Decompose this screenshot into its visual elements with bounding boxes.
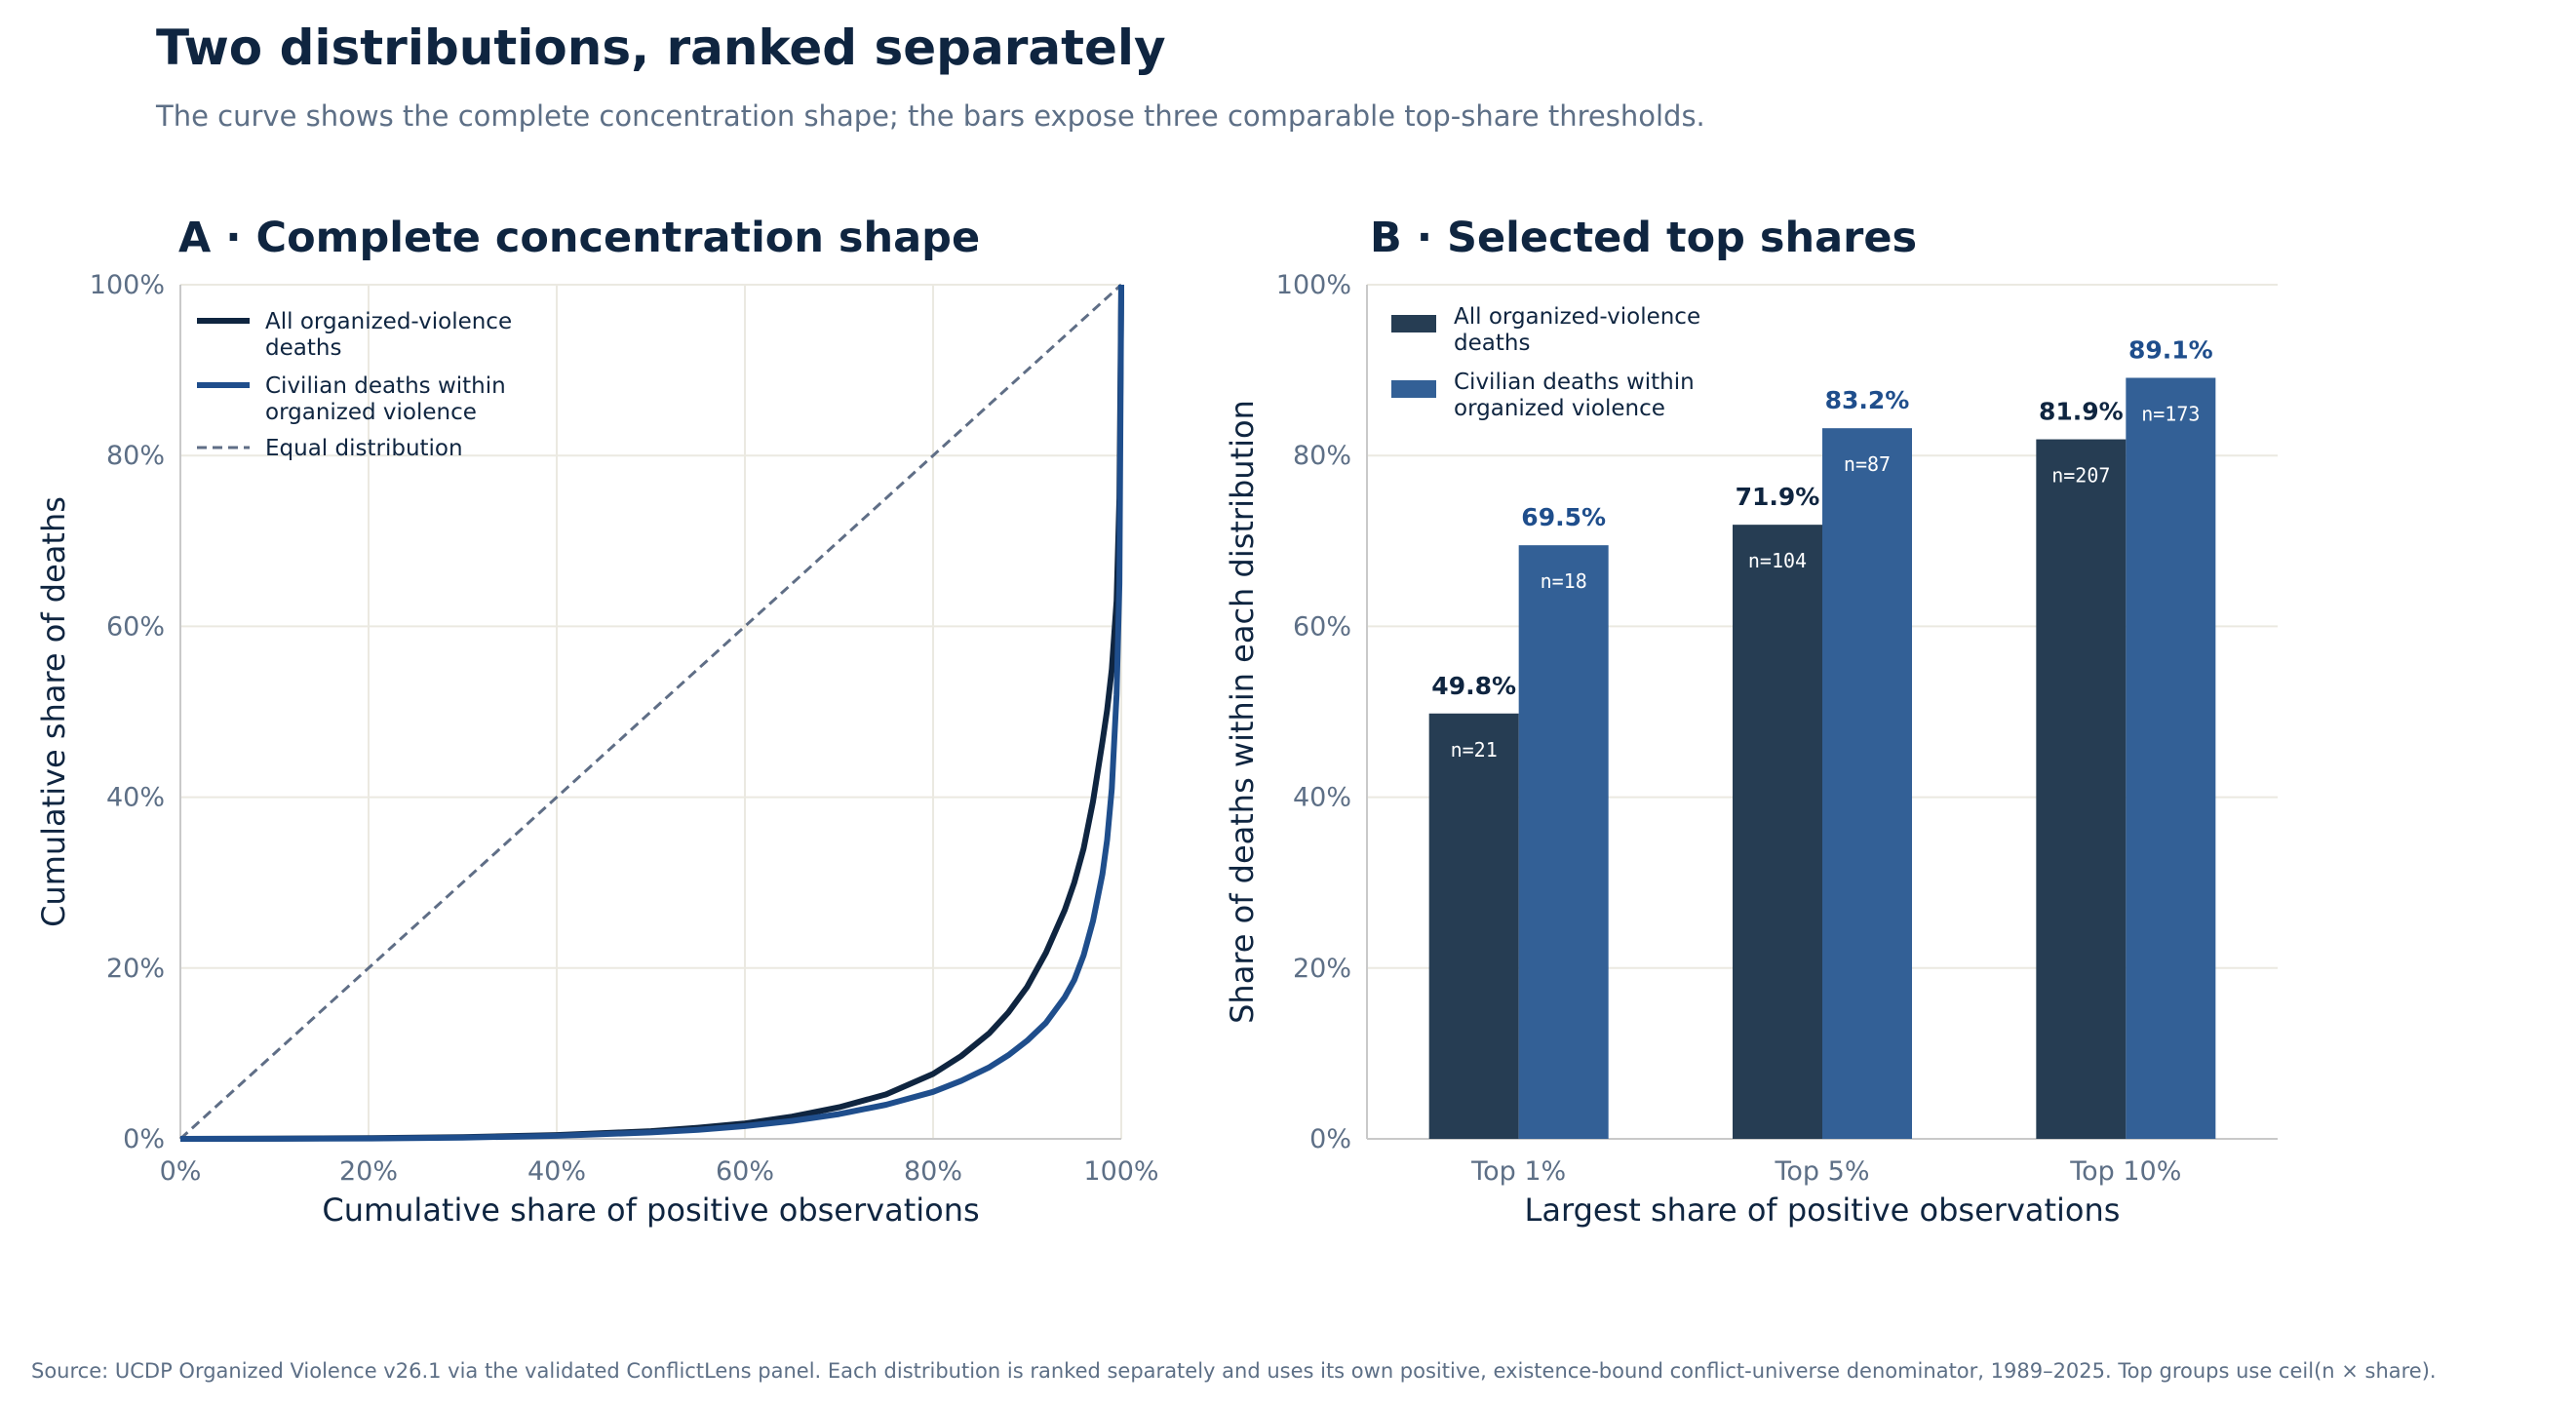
legend-swatch-all-organized-violence-deaths (1391, 315, 1436, 332)
bar-value-label: 89.1% (2128, 335, 2213, 364)
y-tick-label: 60% (1293, 611, 1351, 642)
source-note: Source: UCDP Organized Violence v26.1 vi… (31, 1359, 2437, 1383)
chart-subtitle: The curve shows the complete concentrati… (156, 99, 1705, 133)
y-tick-label: 0% (1309, 1124, 1351, 1154)
x-tick-label: Top 1% (1470, 1156, 1566, 1187)
x-tick-label: 60% (716, 1156, 774, 1187)
legend-label-all-organized-violence-deaths: All organized-violence deaths (265, 309, 512, 361)
x-tick-label: 80% (904, 1156, 962, 1187)
bar-value-label: 49.8% (1431, 672, 1516, 700)
legend-label-all-organized-violence-deaths: All organized-violence deaths (1454, 304, 1700, 356)
bar-value-label: 69.5% (1521, 503, 1606, 531)
bar-civilian-deaths-within-organized-violence-top-5 (1822, 428, 1912, 1140)
bar-n-label: n=173 (2141, 402, 2200, 425)
x-tick-label: 0% (160, 1156, 202, 1187)
y-axis-label: Share of deaths within each distribution (1224, 400, 1261, 1024)
bar-value-label: 83.2% (1825, 386, 1910, 414)
y-tick-label: 40% (1293, 783, 1351, 813)
y-tick-label: 20% (1293, 954, 1351, 984)
panel-b-title: B · Selected top shares (1370, 214, 1917, 262)
y-axis-label: Cumulative share of deaths (35, 496, 72, 927)
bar-all-organized-violence-deaths-top-1 (1428, 713, 1519, 1139)
bar-n-label: n=87 (1844, 452, 1891, 476)
y-tick-label: 40% (106, 783, 165, 813)
x-axis-label: Cumulative share of positive observation… (322, 1192, 979, 1229)
bar-n-label: n=207 (2051, 464, 2110, 488)
series-line-equal-distribution (178, 283, 1123, 1141)
y-tick-label: 0% (123, 1124, 165, 1154)
y-tick-label: 100% (90, 270, 165, 300)
bar-civilian-deaths-within-organized-violence-top-1 (1518, 545, 1609, 1139)
bar-value-label: 81.9% (2039, 398, 2124, 426)
x-tick-label: Top 5% (1775, 1156, 1870, 1187)
y-tick-label: 100% (1276, 270, 1351, 300)
bar-value-label: 71.9% (1736, 483, 1820, 511)
y-tick-label: 20% (106, 954, 165, 984)
bar-civilian-deaths-within-organized-violence-top-10 (2126, 377, 2216, 1139)
x-tick-label: Top 10% (2069, 1156, 2181, 1187)
x-tick-label: 100% (1083, 1156, 1158, 1187)
panel-a-title: A · Complete concentration shape (178, 214, 980, 262)
legend-label-equal-distribution: Equal distribution (265, 436, 463, 461)
chart-title: Two distributions, ranked separately (156, 20, 1166, 76)
legend-label-civilian-deaths-within-organized-violence: Civilian deaths within organized violence (1454, 370, 1695, 421)
y-tick-label: 60% (106, 611, 165, 642)
bar-n-label: n=104 (1748, 549, 1807, 572)
panel-b-bar-chart: 0% 20% 40% 60% 80% 100% B · Selected top share… (1224, 214, 2278, 1229)
panel-a-line-chart: 0% 20% 40% 60% 80% 100% 0% 20% 40% 60% 80% 100% A · … (35, 214, 1159, 1229)
legend-swatch-civilian-deaths-within-organized-violence (1391, 380, 1436, 398)
y-tick-label: 80% (106, 441, 165, 471)
bar-all-organized-violence-deaths-top-5 (1733, 525, 1822, 1139)
bar-n-label: n=18 (1541, 569, 1587, 593)
x-axis-label: Largest share of positive observations (1525, 1192, 2121, 1229)
x-tick-label: 40% (527, 1156, 586, 1187)
series-line-civilian-deaths-within-organized-violence (179, 284, 1124, 1142)
bar-n-label: n=21 (1451, 738, 1498, 762)
y-tick-label: 80% (1293, 441, 1351, 471)
bar-all-organized-violence-deaths-top-10 (2036, 439, 2127, 1139)
x-tick-label: 20% (339, 1156, 398, 1187)
legend-label-civilian-deaths-within-organized-violence: Civilian deaths within organized violence (265, 373, 506, 425)
